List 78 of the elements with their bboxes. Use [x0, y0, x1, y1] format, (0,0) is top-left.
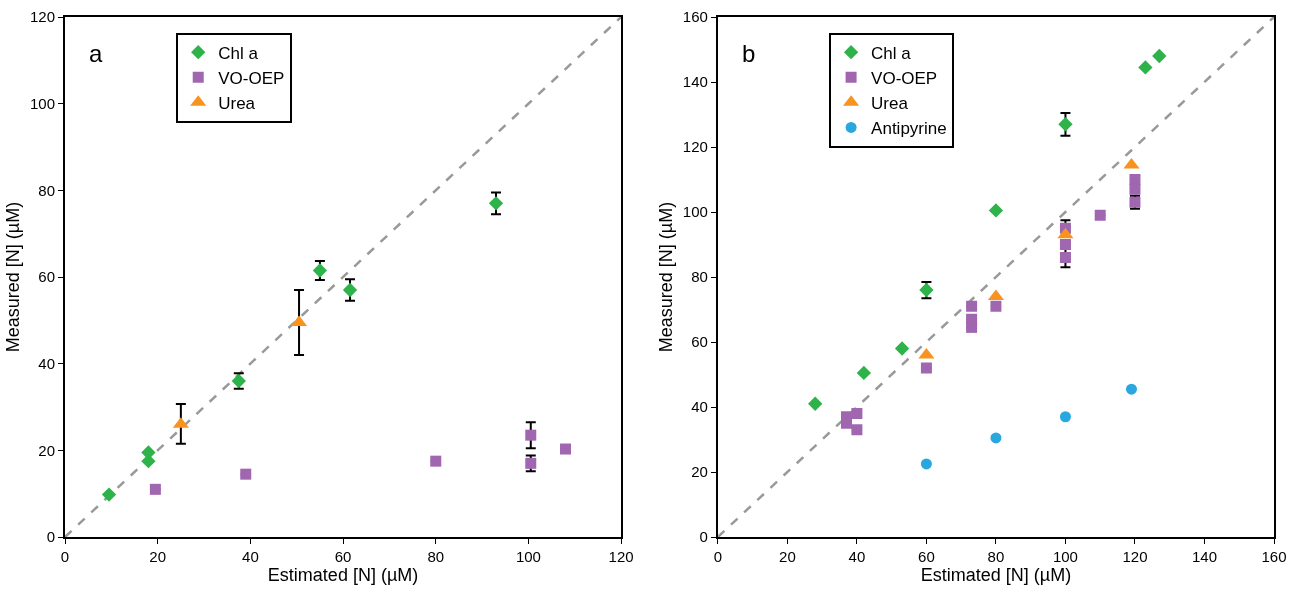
legend-label: Antipyrine [871, 119, 947, 139]
point [101, 487, 117, 502]
point [1059, 239, 1071, 250]
point [1125, 383, 1137, 395]
point [1059, 252, 1071, 263]
annotation: a [89, 40, 103, 67]
x-tick-label: 80 [427, 548, 445, 565]
legend-label: Urea [871, 93, 909, 113]
legend-label: Chl a [871, 43, 912, 63]
point [990, 300, 1002, 312]
x-tick-label: 20 [779, 548, 796, 565]
point [149, 483, 161, 495]
y-tick-label: 80 [38, 181, 55, 199]
point [240, 468, 252, 480]
y-axis-title: Measured [N] (µM) [655, 201, 676, 353]
x-tick-label: 80 [987, 548, 1005, 565]
point [1138, 60, 1153, 75]
point [808, 396, 823, 411]
point [1152, 48, 1167, 64]
x-tick-label: 0 [60, 548, 70, 565]
point [988, 203, 1004, 218]
x-tick-label: 160 [1261, 548, 1287, 565]
x-axis-title: Estimated [N] (µM) [920, 565, 1072, 585]
y-tick-label: 0 [699, 528, 708, 546]
y-tick-label: 60 [691, 333, 708, 351]
point [851, 408, 863, 419]
y-tick-label: 0 [46, 528, 55, 546]
point [851, 424, 863, 436]
point [966, 300, 978, 312]
y-tick-label: 120 [682, 138, 708, 156]
y-tick-label: 60 [38, 268, 55, 286]
point [1129, 183, 1141, 195]
x-tick-label: 60 [334, 548, 352, 565]
x-tick-label: 40 [848, 548, 866, 565]
point [342, 282, 358, 298]
y-tick-label: 40 [38, 354, 55, 372]
point [856, 365, 871, 381]
legend-label: VO-OEP [218, 68, 285, 88]
point [525, 429, 537, 441]
x-tick-label: 0 [713, 548, 723, 565]
point [1129, 174, 1141, 185]
point [1058, 117, 1073, 132]
y-axis-title: Measured [N] (µM) [2, 201, 23, 353]
point [312, 263, 328, 278]
y-tick-label: 120 [29, 8, 55, 26]
point [488, 196, 504, 211]
point [1094, 209, 1106, 221]
y-tick-label: 40 [691, 398, 708, 416]
y-tick-label: 100 [29, 94, 55, 112]
point [1059, 411, 1071, 423]
y-tick-label: 80 [691, 268, 708, 286]
y-tick-label: 160 [682, 8, 708, 26]
point [560, 443, 572, 455]
point [1123, 157, 1140, 169]
x-tick-label: 60 [918, 548, 935, 565]
legend-label: Chl a [218, 43, 259, 63]
point [920, 362, 932, 374]
point [990, 432, 1002, 444]
x-tick-label: 40 [242, 548, 259, 565]
point [894, 341, 910, 356]
y-tick-label: 100 [682, 203, 708, 221]
legend-label: VO-OEP [871, 68, 938, 88]
legend-label: Urea [218, 93, 256, 113]
annotation: b [742, 40, 756, 67]
x-tick-label: 100 [515, 548, 541, 565]
y-tick-label: 140 [682, 73, 708, 91]
y-tick-label: 20 [691, 463, 708, 481]
y-tick-label: 20 [38, 441, 55, 459]
point [430, 455, 442, 467]
x-tick-label: 140 [1191, 548, 1217, 565]
point [1057, 227, 1074, 239]
x-tick-label: 120 [1122, 548, 1148, 565]
point [966, 321, 978, 333]
x-tick-label: 120 [608, 548, 634, 565]
x-tick-label: 100 [1052, 548, 1078, 565]
point [920, 458, 932, 470]
x-axis-title: Estimated [N] (µM) [267, 565, 419, 585]
x-tick-label: 20 [149, 548, 167, 565]
